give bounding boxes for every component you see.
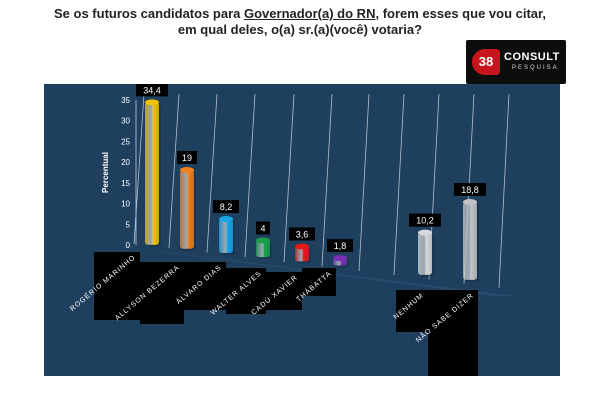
- bar: [219, 219, 233, 254]
- bar-top: [145, 99, 159, 106]
- grid-line: [321, 93, 333, 267]
- data-label: 34,4: [143, 85, 161, 95]
- category-label-box: [184, 262, 226, 310]
- y-tick-label: 0: [126, 241, 131, 250]
- title-line-1-end: , forem esses que vou citar,: [375, 6, 546, 21]
- grid-line: [244, 93, 256, 258]
- category-label-box: [428, 290, 478, 376]
- bar-chart: 0 5 10 15 20 25 30 35 Percentual 34,4 19 8,2 4 3,6 1,8…: [44, 84, 560, 376]
- grid-line: [133, 93, 145, 245]
- y-tick-label: 10: [121, 200, 130, 209]
- bar-top: [463, 198, 477, 205]
- bar-top: [219, 216, 233, 223]
- bar-top: [418, 229, 432, 236]
- category-label-box: [266, 272, 302, 310]
- bar: [463, 201, 477, 280]
- data-label-box: [213, 200, 239, 214]
- data-label-box: [256, 221, 270, 235]
- title-line-2: em qual deles, o(a) sr.(a)(você) votaria…: [177, 22, 423, 37]
- chart-title: Se os futuros candidatos para Governador…: [40, 6, 560, 38]
- data-label: 18,8: [461, 185, 479, 195]
- data-label: 8,2: [220, 202, 233, 212]
- data-label-box: [177, 151, 197, 165]
- y-tick-label: 5: [126, 220, 131, 229]
- data-label: 3,6: [296, 229, 309, 239]
- grid-line: [393, 93, 405, 276]
- data-label: 4: [260, 224, 265, 234]
- data-label-box: [409, 213, 441, 227]
- bar: [180, 170, 194, 249]
- y-tick-label: 35: [121, 96, 130, 105]
- logo-word: CONSULT: [504, 51, 560, 63]
- bar-top: [256, 237, 270, 244]
- y-tick-label: 15: [121, 179, 130, 188]
- data-label: 19: [182, 153, 192, 163]
- data-label-box: [136, 84, 168, 97]
- category-label-box: [226, 268, 266, 314]
- y-tick-label: 30: [121, 117, 130, 126]
- y-tick-label: 25: [121, 137, 130, 146]
- y-tick-label: 20: [121, 158, 130, 167]
- category-label-box: [94, 252, 140, 320]
- grid-line: [498, 93, 510, 288]
- grid-line: [168, 93, 180, 249]
- data-label: 10,2: [416, 216, 434, 226]
- bar-top: [180, 167, 194, 174]
- bar: [295, 246, 309, 262]
- logo-sub: PESQUISA: [512, 65, 559, 71]
- grid-line: [358, 93, 370, 272]
- y-axis-label: Percentual: [101, 152, 110, 193]
- category-label-box: [396, 290, 428, 332]
- title-line-1-start: Se os futuros candidatos para: [54, 6, 244, 21]
- logo-badge: 38: [472, 49, 500, 75]
- data-label-box: [289, 227, 315, 241]
- category-label-box: [302, 268, 336, 296]
- bar: [418, 232, 432, 275]
- category-label-box: [140, 262, 184, 324]
- title-line-1-highlight: Governador(a) do RN: [244, 6, 376, 21]
- consult-logo: 38 CONSULT PESQUISA: [466, 40, 566, 84]
- data-label-box: [327, 239, 353, 253]
- bar-top: [295, 243, 309, 250]
- grid-line: [283, 93, 295, 263]
- data-label: 1,8: [334, 241, 347, 251]
- data-label-box: [454, 182, 486, 196]
- bar: [145, 102, 159, 245]
- title-line-1: Se os futuros candidatos para Governador…: [40, 6, 560, 22]
- bar-top: [333, 255, 347, 262]
- bar: [256, 240, 270, 258]
- grid-line: [206, 93, 218, 253]
